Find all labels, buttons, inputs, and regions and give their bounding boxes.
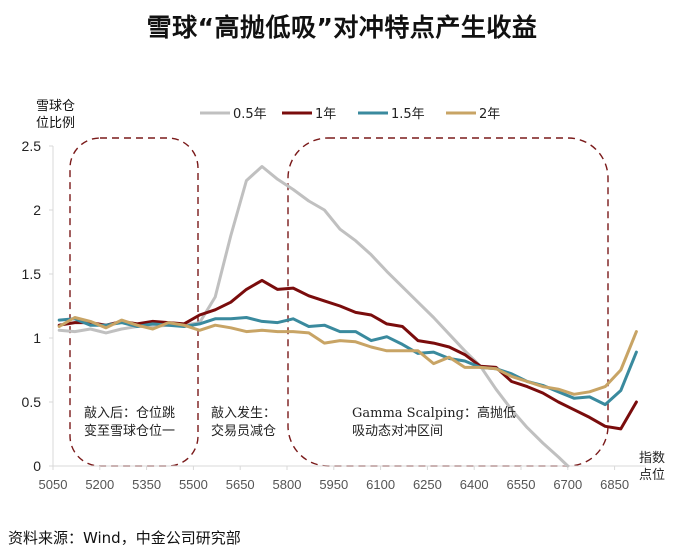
series-line-2	[57, 278, 638, 431]
x-tick-label: 6850	[600, 477, 629, 492]
y-tick-label: 1.5	[22, 266, 42, 282]
chart-title: 雪球“高抛低吸”对冲特点产生收益	[146, 13, 538, 42]
x-tick-label: 5800	[273, 477, 302, 492]
axes: 0 0.5 1 1.5 2 2.5 5050 5200 5350 5500 5650 5800 5950…	[22, 138, 665, 492]
x-axis-label-line-2: 点位	[639, 468, 665, 483]
series-lines	[57, 165, 638, 468]
series-line-3	[57, 316, 638, 407]
y-axis-label-line-1: 雪球仓	[36, 99, 76, 114]
annotation-3-line-1: Gamma Scalping：高抛低	[352, 405, 516, 421]
y-axis-label-line-2: 位比例	[36, 116, 76, 131]
x-tick-label: 5050	[39, 477, 68, 492]
y-tick-label: 0	[33, 458, 41, 474]
y-axis-label: 雪球仓 位比例	[36, 98, 80, 132]
legend-label-3: 1.5年	[391, 107, 425, 122]
x-tick-label: 5200	[85, 477, 114, 492]
x-tick-label: 5500	[179, 477, 208, 492]
series-line-4	[57, 316, 638, 396]
x-tick-label: 5650	[226, 477, 255, 492]
y-tick-label: 2	[33, 202, 41, 218]
annotation-2-line-2: 交易员减仓	[211, 423, 276, 439]
legend-label-2: 1年	[315, 107, 336, 122]
x-tick-label: 5350	[132, 477, 161, 492]
annotation-3-line-2: 吸动态对冲区间	[352, 424, 443, 439]
x-tick-label: 5950	[319, 477, 348, 492]
x-tick-label: 6700	[553, 477, 582, 492]
legend: 0.5年 1年 1.5年 2年	[200, 107, 500, 122]
x-tick-label: 6550	[507, 477, 536, 492]
source-note: 资料来源：Wind，中金公司研究部	[8, 529, 241, 547]
legend-label-4: 2年	[479, 107, 500, 122]
y-tick-label: 2.5	[22, 138, 42, 154]
annotation-1-line-1: 敲入后：仓位跳	[84, 405, 175, 421]
x-tick-label: 6250	[413, 477, 442, 492]
x-axis-label-line-1: 指数	[639, 451, 665, 466]
y-tick-label: 1	[33, 330, 41, 346]
x-tick-label: 6400	[460, 477, 489, 492]
y-tick-label: 0.5	[22, 394, 42, 410]
annotation-2-line-1: 敲入发生：	[211, 405, 276, 421]
x-tick-label: 6100	[366, 477, 395, 492]
annotation-1-line-2: 变至雪球仓位一	[84, 423, 175, 439]
series-line-1	[57, 165, 570, 468]
legend-label-1: 0.5年	[233, 107, 267, 122]
